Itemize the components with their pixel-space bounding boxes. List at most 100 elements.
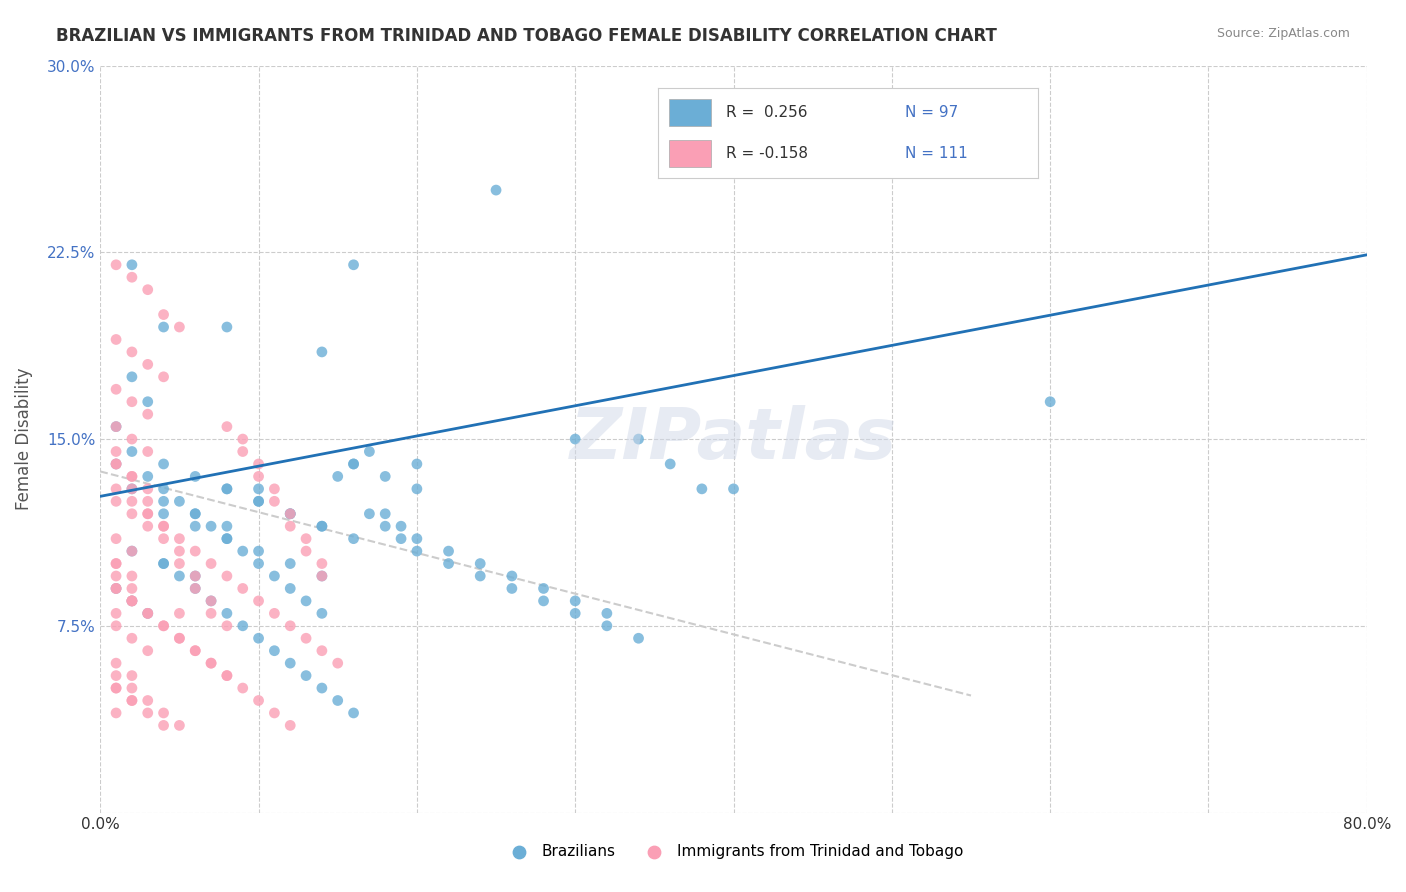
Point: [232, 582, 254, 596]
Point: [121, 594, 143, 608]
Point: [105, 569, 128, 583]
Point: [295, 532, 318, 546]
Point: [136, 607, 159, 621]
Point: [152, 482, 174, 496]
Point: [152, 507, 174, 521]
Point: [311, 557, 333, 571]
Point: [136, 607, 159, 621]
Point: [184, 519, 207, 533]
Point: [263, 494, 285, 508]
Point: [184, 582, 207, 596]
Point: [136, 706, 159, 720]
Point: [184, 569, 207, 583]
Point: [247, 632, 270, 646]
Point: [169, 320, 191, 334]
Text: Source: ZipAtlas.com: Source: ZipAtlas.com: [1216, 27, 1350, 40]
Text: N = 111: N = 111: [904, 146, 967, 161]
Point: [136, 693, 159, 707]
Point: [105, 457, 128, 471]
Point: [232, 432, 254, 446]
Point: [105, 668, 128, 682]
Point: [342, 258, 364, 272]
Point: [152, 718, 174, 732]
Point: [152, 320, 174, 334]
Point: [169, 494, 191, 508]
Point: [169, 632, 191, 646]
Point: [105, 494, 128, 508]
Point: [152, 457, 174, 471]
Point: [200, 607, 222, 621]
Point: [200, 594, 222, 608]
Point: [564, 594, 586, 608]
Point: [359, 444, 381, 458]
Point: [121, 507, 143, 521]
Point: [278, 507, 301, 521]
Point: [247, 557, 270, 571]
Point: [152, 369, 174, 384]
Point: [121, 693, 143, 707]
Point: [184, 582, 207, 596]
Point: [105, 444, 128, 458]
Bar: [669, 99, 711, 126]
Point: [105, 681, 128, 695]
Point: [690, 482, 713, 496]
Point: [247, 693, 270, 707]
Point: [105, 681, 128, 695]
Point: [121, 369, 143, 384]
Point: [105, 582, 128, 596]
Point: [121, 482, 143, 496]
Point: [136, 283, 159, 297]
Point: [564, 607, 586, 621]
Point: [121, 444, 143, 458]
Point: [105, 382, 128, 396]
Point: [263, 569, 285, 583]
Point: [311, 345, 333, 359]
Text: R = -0.158: R = -0.158: [725, 146, 808, 161]
Point: [596, 619, 619, 633]
Point: [232, 444, 254, 458]
Point: [278, 582, 301, 596]
Point: [152, 619, 174, 633]
Point: [105, 457, 128, 471]
Point: [121, 544, 143, 558]
Point: [169, 632, 191, 646]
Point: [311, 569, 333, 583]
Point: [311, 519, 333, 533]
Point: [152, 706, 174, 720]
Point: [470, 557, 492, 571]
Point: [136, 482, 159, 496]
Point: [295, 594, 318, 608]
Point: [263, 643, 285, 657]
Point: [121, 693, 143, 707]
Point: [278, 656, 301, 670]
Point: [232, 544, 254, 558]
Point: [406, 457, 429, 471]
Point: [215, 519, 238, 533]
Point: [374, 469, 396, 483]
Point: [105, 333, 128, 347]
Point: [152, 494, 174, 508]
Point: [470, 569, 492, 583]
Point: [247, 544, 270, 558]
Point: [215, 320, 238, 334]
Point: [121, 270, 143, 285]
Point: [342, 457, 364, 471]
Point: [105, 619, 128, 633]
Point: [136, 643, 159, 657]
Point: [311, 607, 333, 621]
Point: [215, 532, 238, 546]
Point: [152, 519, 174, 533]
Point: [136, 469, 159, 483]
Point: [501, 569, 523, 583]
Point: [200, 594, 222, 608]
Point: [437, 544, 460, 558]
Point: [184, 507, 207, 521]
Text: N = 97: N = 97: [904, 104, 957, 120]
Point: [406, 544, 429, 558]
Text: R =  0.256: R = 0.256: [725, 104, 807, 120]
Point: [311, 643, 333, 657]
Point: [326, 469, 349, 483]
Point: [278, 519, 301, 533]
Point: [169, 607, 191, 621]
Legend: Brazilians, Immigrants from Trinidad and Tobago: Brazilians, Immigrants from Trinidad and…: [498, 838, 970, 864]
